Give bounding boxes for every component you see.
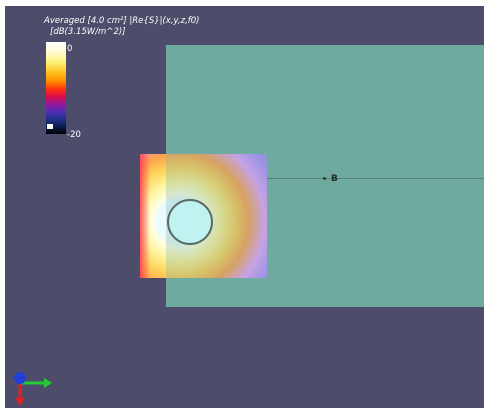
xyz-axes-icon — [14, 372, 52, 406]
colorbar-max-label: 0 — [67, 44, 73, 54]
colorbar-title-line-1: Averaged [4.0 cm²] |Re{S}|(x,y,z,f0) — [44, 16, 200, 26]
averaging-circle[interactable] — [167, 199, 213, 245]
colorbar-title-line-2: [dB(3.15W/m^2)] — [50, 27, 126, 37]
colorbar-min-label: -20 — [67, 130, 81, 140]
colorbar-marker — [47, 124, 53, 129]
3d-viewport[interactable]: Averaged [4.0 cm²] |Re{S}|(x,y,z,f0) [dB… — [5, 6, 484, 408]
probe-point[interactable] — [323, 177, 326, 180]
reference-line — [267, 178, 484, 179]
colorbar-title: Averaged [4.0 cm²] |Re{S}|(x,y,z,f0) [dB… — [44, 16, 200, 38]
probe-point-label: B — [331, 174, 338, 184]
field-edge-highlight — [140, 154, 150, 278]
colorbar — [46, 42, 66, 134]
